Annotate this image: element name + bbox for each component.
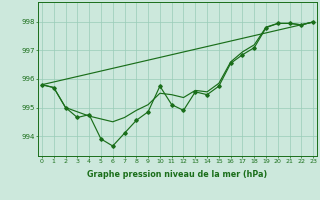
- X-axis label: Graphe pression niveau de la mer (hPa): Graphe pression niveau de la mer (hPa): [87, 170, 268, 179]
